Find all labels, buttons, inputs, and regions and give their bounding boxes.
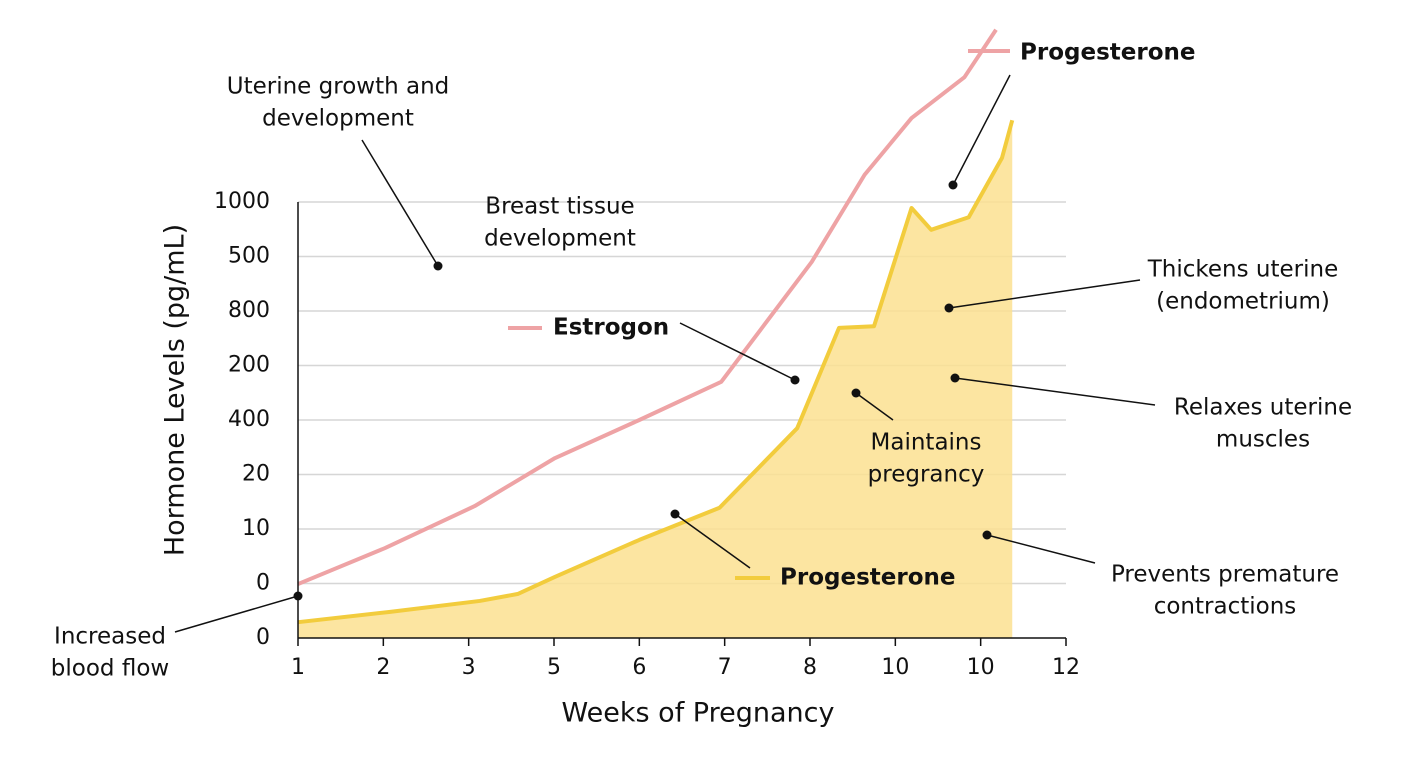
- annotation-dot: [982, 530, 992, 540]
- x-tick-label: 8: [803, 655, 817, 680]
- leader-line: [361, 139, 439, 267]
- annotation: Relaxes uterine: [1174, 395, 1352, 421]
- y-tick-label: 400: [228, 407, 270, 432]
- annotation: blood flow: [51, 656, 169, 682]
- annotation-dot: [948, 180, 958, 190]
- annotation: Thickens uterine: [1147, 257, 1339, 283]
- y-tick-label: 500: [228, 244, 270, 269]
- annotation-dot: [293, 591, 303, 601]
- annotation: development: [262, 106, 414, 132]
- annotation-dot: [851, 388, 861, 398]
- annotation: Maintains: [871, 430, 982, 456]
- leader-line: [674, 513, 751, 569]
- annotation-dot: [944, 303, 954, 313]
- x-tick-label: 2: [376, 655, 390, 680]
- annotation: Uterine growth and: [227, 74, 450, 100]
- leader-line: [855, 392, 894, 421]
- annotation: Prevents premature: [1111, 562, 1339, 588]
- x-tick-label: 10: [881, 655, 909, 680]
- x-axis-title: Weeks of Pregnancy: [562, 698, 835, 729]
- annotation-dot: [670, 509, 680, 519]
- y-axis-title: Hormone Levels (pg/mL): [160, 224, 191, 556]
- annotation: Increased: [54, 624, 166, 650]
- y-tick-label: 10: [242, 516, 270, 541]
- legend-label: Progesterone: [780, 565, 955, 591]
- annotation: development: [484, 226, 636, 252]
- y-tick-label: 20: [242, 462, 270, 487]
- annotation-dot: [433, 261, 443, 271]
- x-tick-label: 7: [718, 655, 732, 680]
- leader-line: [986, 534, 1096, 564]
- leader-line: [952, 74, 1011, 186]
- line: [297, 28, 998, 586]
- leader-line: [954, 377, 1156, 406]
- x-tick-label: 6: [632, 655, 646, 680]
- x-tick-label: 3: [462, 655, 476, 680]
- x-tick-label: 1: [291, 655, 305, 680]
- leader-line: [679, 322, 796, 381]
- annotation: pregrancy: [868, 462, 985, 488]
- annotation: Breast tissue: [485, 194, 634, 220]
- leader-line: [948, 279, 1141, 309]
- x-tick-label: 5: [547, 655, 561, 680]
- annotation: (endometrium): [1156, 289, 1330, 315]
- annotation: contractions: [1154, 594, 1297, 620]
- y-tick-label: 800: [228, 298, 270, 323]
- area: [298, 120, 1013, 638]
- y-tick-label: 0: [256, 625, 270, 650]
- x-tick-label: 12: [1052, 655, 1080, 680]
- legend-label: Estrogon: [553, 315, 669, 341]
- x-tick-label: 10: [967, 655, 995, 680]
- y-tick-label: 200: [228, 353, 270, 378]
- annotation: Progesterone: [1020, 40, 1195, 66]
- y-tick-label: 1000: [214, 189, 270, 214]
- annotation: muscles: [1216, 427, 1310, 453]
- annotation-dot: [950, 373, 960, 383]
- y-tick-label: 0: [256, 571, 270, 596]
- line: [297, 119, 1015, 625]
- annotation-dot: [790, 375, 800, 385]
- leader-line: [174, 595, 299, 633]
